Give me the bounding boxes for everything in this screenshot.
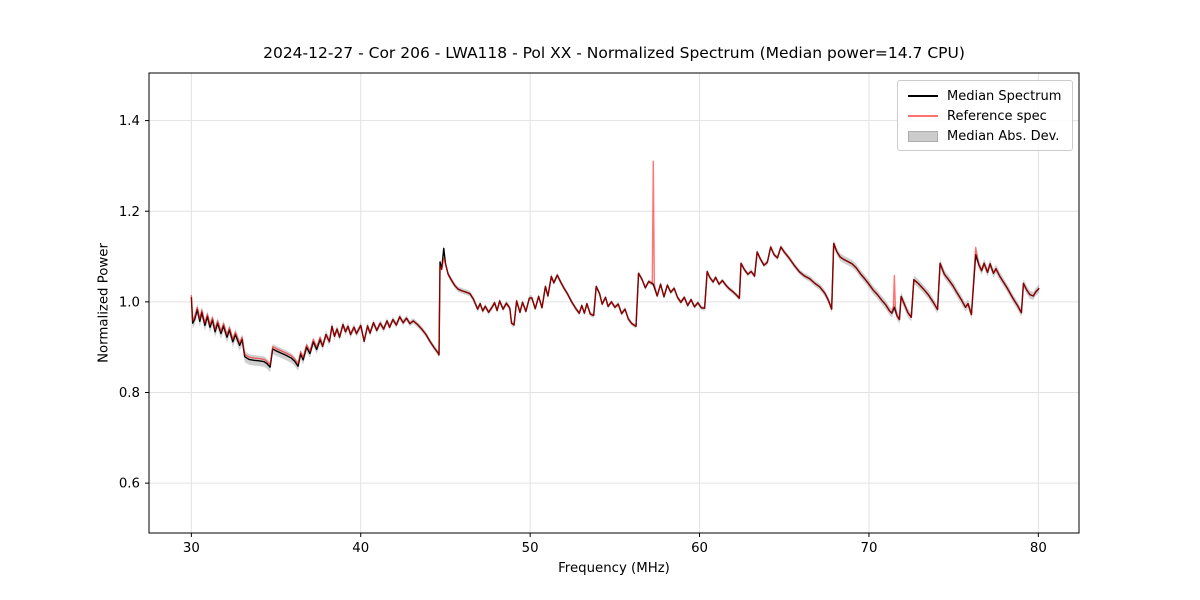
legend-label-reference: Reference spec: [947, 108, 1047, 124]
legend-entry-mad: Median Abs. Dev.: [898, 126, 1072, 146]
x-tick-label: 40: [352, 541, 369, 556]
legend-patch-mad-icon: [908, 130, 938, 142]
y-tick-label: 0.8: [119, 386, 140, 401]
legend-entry-median: Median Spectrum: [898, 86, 1072, 106]
tick-labels: 30 40 50 60 70 80 0.6 0.8 1.0 1.2 1.4: [119, 114, 1047, 556]
axes-frame: [148, 72, 1080, 534]
y-axis-label: Normalized Power: [96, 243, 112, 363]
x-axis-label: Frequency (MHz): [558, 561, 670, 576]
legend-label-mad: Median Abs. Dev.: [947, 128, 1060, 144]
legend-label-median: Median Spectrum: [947, 88, 1062, 104]
legend-line-median-icon: [908, 95, 938, 97]
y-tick-label: 1.4: [119, 114, 140, 129]
y-tick-label: 1.2: [119, 205, 140, 220]
x-tick-label: 80: [1030, 541, 1047, 556]
reference-spec-line: [190, 160, 1040, 366]
legend-line-reference-icon: [908, 115, 938, 117]
ticks: [145, 120, 1039, 537]
x-tick-label: 30: [183, 541, 200, 556]
y-tick-label: 0.6: [119, 477, 140, 492]
x-tick-label: 60: [691, 541, 708, 556]
legend-entry-reference: Reference spec: [898, 106, 1072, 126]
y-tick-label: 1.0: [119, 295, 140, 310]
x-tick-label: 50: [522, 541, 539, 556]
chart-title: 2024-12-27 - Cor 206 - LWA118 - Pol XX -…: [263, 44, 965, 62]
x-tick-label: 70: [860, 541, 877, 556]
legend: Median Spectrum Reference spec Median Ab…: [897, 80, 1073, 151]
